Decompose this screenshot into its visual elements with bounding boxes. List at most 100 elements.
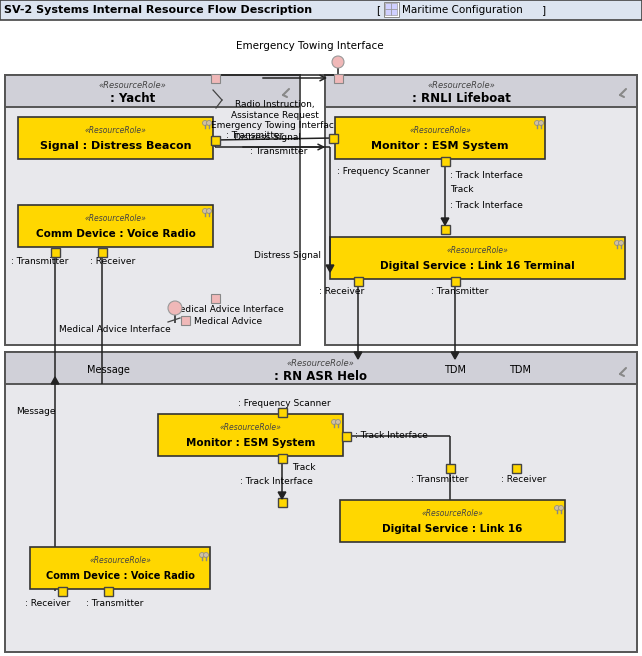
Circle shape [202, 121, 207, 125]
Text: : Transmitter: : Transmitter [250, 148, 308, 157]
Bar [158, 414, 343, 456]
Bar [18, 117, 213, 159]
Text: : RNLI Lifeboat: : RNLI Lifeboat [412, 92, 510, 106]
Bar [180, 316, 189, 325]
Text: «ResourceRole»: «ResourceRole» [99, 81, 166, 91]
Text: : Transmitter: : Transmitter [227, 131, 284, 140]
Circle shape [332, 56, 344, 68]
Text: «ResourceRole»: «ResourceRole» [447, 247, 508, 255]
Bar [211, 293, 220, 302]
Text: : Transmitter: : Transmitter [431, 287, 489, 297]
Bar [5, 352, 637, 384]
Circle shape [204, 552, 209, 558]
Text: : Track Interface: : Track Interface [240, 478, 313, 487]
Text: Maritime Configuration: Maritime Configuration [402, 5, 523, 15]
Bar [277, 497, 286, 506]
Text: «ResourceRole»: «ResourceRole» [85, 215, 146, 223]
Polygon shape [326, 265, 334, 272]
Bar [385, 9, 391, 15]
Bar [325, 75, 637, 107]
Text: Radio Instruction,: Radio Instruction, [235, 100, 315, 110]
Text: : Track Interface: : Track Interface [355, 432, 428, 440]
Bar [277, 407, 286, 417]
Bar [330, 237, 625, 279]
Circle shape [555, 506, 559, 510]
Bar [340, 500, 565, 542]
Bar [30, 547, 210, 589]
Circle shape [539, 121, 544, 125]
Bar [103, 586, 112, 596]
Polygon shape [354, 352, 362, 359]
Text: Message: Message [87, 365, 130, 375]
Bar [58, 586, 67, 596]
Text: Track: Track [292, 464, 315, 472]
Text: Distress Signal: Distress Signal [234, 134, 302, 142]
Text: : Frequency Scanner: : Frequency Scanner [238, 400, 331, 409]
Text: : Receiver: : Receiver [319, 287, 365, 297]
Bar [51, 247, 60, 256]
Text: «ResourceRole»: «ResourceRole» [89, 556, 151, 565]
Bar [333, 73, 342, 83]
Text: Digital Service : Link 16 Terminal: Digital Service : Link 16 Terminal [380, 261, 575, 272]
Text: Signal : Distress Beacon: Signal : Distress Beacon [40, 142, 191, 152]
Text: «ResourceRole»: «ResourceRole» [220, 423, 281, 432]
Text: : Transmitter: : Transmitter [86, 600, 144, 609]
Circle shape [207, 209, 211, 213]
Text: Assistance Request: Assistance Request [231, 110, 319, 119]
Circle shape [168, 301, 182, 315]
Text: : Receiver: : Receiver [501, 476, 546, 485]
Text: TDM: TDM [509, 365, 531, 375]
Text: «ResourceRole»: «ResourceRole» [427, 81, 495, 91]
Circle shape [614, 241, 620, 245]
Text: TDM: TDM [444, 365, 466, 375]
Text: : Transmitter: : Transmitter [12, 258, 69, 266]
Bar [512, 464, 521, 472]
Text: SV-2 Systems Internal Resource Flow Description: SV-2 Systems Internal Resource Flow Desc… [4, 5, 312, 15]
Text: Message: Message [16, 407, 55, 417]
Bar [440, 224, 449, 234]
Bar [211, 73, 220, 83]
Bar [5, 352, 637, 652]
Bar [0, 0, 642, 20]
Text: Medical Advice: Medical Advice [194, 318, 262, 327]
Bar [440, 157, 449, 165]
Text: Comm Device : Voice Radio: Comm Device : Voice Radio [35, 230, 195, 239]
Polygon shape [278, 492, 286, 499]
Text: Digital Service : Link 16: Digital Service : Link 16 [383, 524, 523, 535]
Bar [354, 276, 363, 285]
Polygon shape [51, 377, 59, 384]
Text: : Yacht: : Yacht [110, 92, 155, 106]
Bar [451, 276, 460, 285]
Text: ]: ] [542, 5, 546, 15]
Text: Comm Device : Voice Radio: Comm Device : Voice Radio [46, 571, 195, 581]
Bar [98, 247, 107, 256]
Text: : RN ASR Helo: : RN ASR Helo [273, 369, 367, 382]
Text: : Receiver: : Receiver [91, 258, 135, 266]
Text: : Track Interface: : Track Interface [450, 201, 523, 209]
Circle shape [200, 552, 205, 558]
Text: «ResourceRole»: «ResourceRole» [85, 127, 146, 135]
Text: : Transmitter: : Transmitter [412, 476, 469, 485]
Bar [385, 3, 391, 9]
Text: Distress Signal: Distress Signal [254, 251, 322, 260]
Text: Emergency Towing Interfac: Emergency Towing Interfac [211, 121, 333, 129]
Bar [391, 9, 397, 15]
Text: Medical Advice Interface: Medical Advice Interface [59, 325, 171, 335]
Text: Emergency Towing Interface: Emergency Towing Interface [236, 41, 384, 51]
Text: Monitor : ESM System: Monitor : ESM System [371, 142, 508, 152]
Text: [: [ [376, 5, 380, 15]
Bar [18, 205, 213, 247]
Polygon shape [451, 352, 459, 359]
Bar [325, 75, 637, 345]
Bar [384, 2, 399, 17]
Bar [391, 3, 397, 9]
Circle shape [535, 121, 539, 125]
Circle shape [618, 241, 623, 245]
Bar [329, 134, 338, 142]
Text: Monitor : ESM System: Monitor : ESM System [186, 438, 315, 449]
Circle shape [202, 209, 207, 213]
Bar [342, 432, 351, 440]
Circle shape [331, 419, 336, 424]
Bar [335, 117, 545, 159]
Bar [277, 453, 286, 462]
